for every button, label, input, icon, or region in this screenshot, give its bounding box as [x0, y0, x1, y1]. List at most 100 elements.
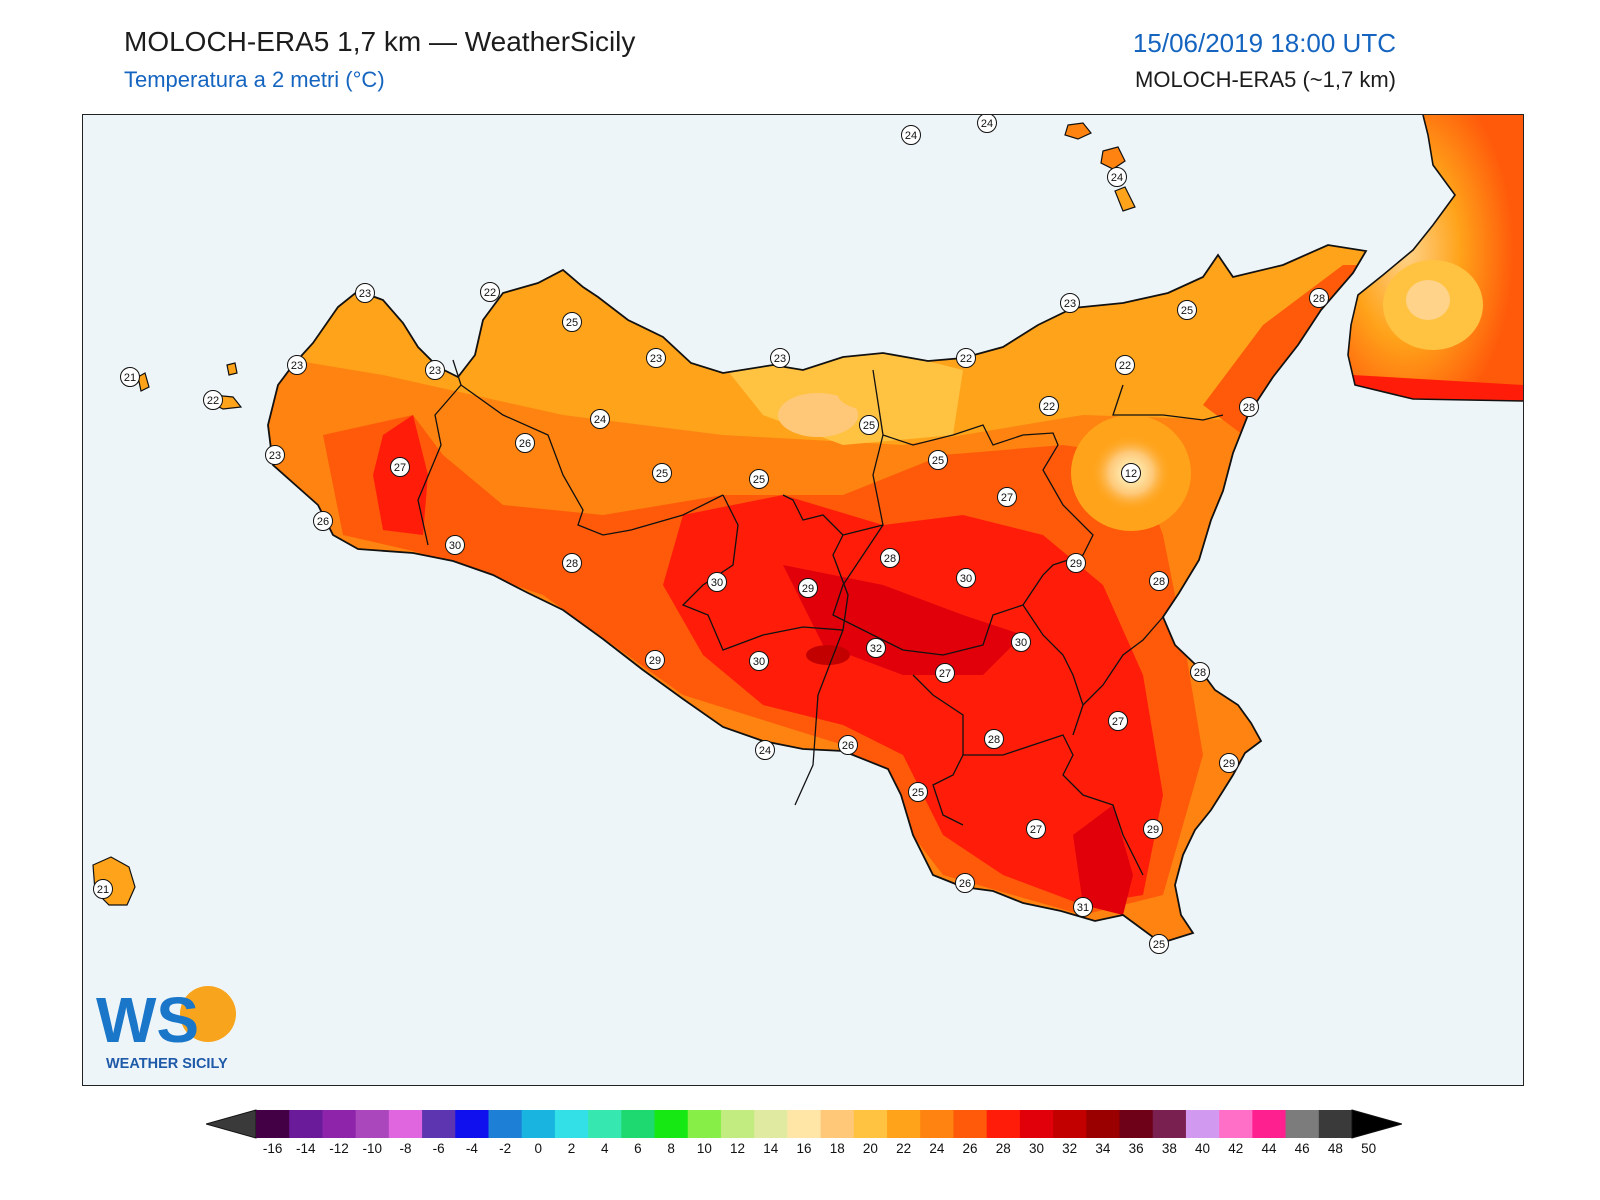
- station-marker-circle: [901, 125, 921, 145]
- colorbar-swatch: [1219, 1110, 1253, 1138]
- station-marker-cefalu: 23: [770, 348, 790, 368]
- colorbar-tick-label: 18: [829, 1141, 845, 1156]
- colorbar-tick-label: 30: [1028, 1141, 1044, 1156]
- station-marker-circle: [956, 568, 976, 588]
- colorbar-tick-label: -10: [362, 1141, 382, 1156]
- station-value: 24: [594, 414, 606, 426]
- station-marker-caltagirone: 27: [935, 663, 955, 683]
- colorbar: [206, 1108, 1402, 1140]
- station-marker-circle: [956, 348, 976, 368]
- colorbar-tick-label: 14: [763, 1141, 779, 1156]
- station-marker-etna: 12: [1121, 463, 1141, 483]
- colorbar-tick-label: 42: [1228, 1141, 1244, 1156]
- station-value: 27: [1112, 716, 1124, 728]
- colorbar-swatch: [322, 1110, 357, 1138]
- colorbar-tick-label: -4: [465, 1141, 478, 1156]
- station-value: 24: [981, 118, 993, 130]
- colorbar-swatch: [388, 1110, 423, 1138]
- colorbar-swatch: [1152, 1110, 1187, 1138]
- colorbar-tick-label: 20: [862, 1141, 878, 1156]
- colorbar-tick-label: 34: [1095, 1141, 1111, 1156]
- colorbar-swatch: [953, 1110, 988, 1138]
- station-value: 23: [774, 353, 786, 365]
- station-marker-messina: 28: [1309, 288, 1329, 308]
- colorbar-swatch: [1318, 1110, 1353, 1138]
- station-marker-paterno: 29: [1066, 553, 1086, 573]
- station-marker-capo-san-vito: 23: [355, 283, 375, 303]
- colorbar-swatch: [621, 1110, 656, 1138]
- colorbar-swatch: [654, 1110, 689, 1138]
- colorbar-swatch: [1119, 1110, 1154, 1138]
- station-value: 23: [291, 360, 303, 372]
- colorbar-labels: -16 -14 -12 -10 -8 -6 -4 -2 0 2 4 6 8 10 12 14 16 18 20 22 2…: [206, 1141, 1402, 1161]
- station-value: 27: [1030, 824, 1042, 836]
- station-marker-circle: [908, 782, 928, 802]
- station-marker-circle: [798, 578, 818, 598]
- station-marker-circle: [1219, 753, 1239, 773]
- station-value: 28: [884, 553, 896, 565]
- colorbar-swatch: [1053, 1110, 1087, 1138]
- station-marker-enna: 27: [997, 487, 1017, 507]
- colorbar-tick-label: 40: [1195, 1141, 1211, 1156]
- eolie-island-c: [1114, 186, 1136, 212]
- station-marker-ispica: 31: [1073, 897, 1093, 917]
- station-marker-circle: [445, 535, 465, 555]
- station-value: 23: [650, 353, 662, 365]
- station-marker-circle: [645, 650, 665, 670]
- station-marker-taormina: 28: [1239, 397, 1259, 417]
- station-marker-circle: [1108, 711, 1128, 731]
- station-marker-circle: [1177, 300, 1197, 320]
- station-marker-circle: [313, 511, 333, 531]
- station-marker-augusta: 29: [1219, 753, 1239, 773]
- station-value: 22: [484, 287, 496, 299]
- station-value: 25: [912, 787, 924, 799]
- station-value: 25: [863, 420, 875, 432]
- station-value: 29: [1147, 824, 1159, 836]
- colorbar-swatch: [1185, 1110, 1220, 1138]
- station-marker-circle: [203, 390, 223, 410]
- station-marker-circle: [977, 115, 997, 133]
- station-value: 30: [711, 577, 723, 589]
- station-marker-north-island-1: 24: [901, 125, 921, 145]
- station-marker-caltanissetta-west: 30: [707, 572, 727, 592]
- logo-text: WEATHER SICILY: [106, 1056, 228, 1072]
- colorbar-swatch: [1086, 1110, 1121, 1138]
- logo-letters: WS: [96, 984, 199, 1056]
- station-marker-egadi-levanzo: 22: [203, 390, 223, 410]
- station-value: 25: [1181, 305, 1193, 317]
- station-value: 29: [1070, 558, 1082, 570]
- station-value: 21: [97, 884, 109, 896]
- station-marker-piazza: 28: [880, 548, 900, 568]
- temperature-map: 24 24 24 21 22 21 23 23 23 23 26 27 30 22 25 26 24 23 23 25…: [82, 114, 1524, 1086]
- station-value: 29: [802, 583, 814, 595]
- station-marker-caltagirone-north: 30: [956, 568, 976, 588]
- station-marker-agrigento-inland: 29: [645, 650, 665, 670]
- station-value: 24: [759, 745, 771, 757]
- station-marker-circle: [1149, 571, 1169, 591]
- station-marker-circle: [355, 283, 375, 303]
- station-marker-circle: [1039, 396, 1059, 416]
- station-marker-circle: [390, 457, 410, 477]
- colorbar-swatch: [488, 1110, 523, 1138]
- station-marker-circle: [1066, 553, 1086, 573]
- station-marker-eolie-island: 24: [1107, 167, 1127, 187]
- station-marker-circle: [1073, 897, 1093, 917]
- colorbar-swatch: [687, 1110, 722, 1138]
- station-marker-circle: [770, 348, 790, 368]
- colorbar-tick-label: 44: [1261, 1141, 1277, 1156]
- station-marker-polizzi: 25: [652, 463, 672, 483]
- station-marker-circle: [1026, 819, 1046, 839]
- station-marker-circle: [859, 415, 879, 435]
- station-marker-north-island-2: 24: [977, 115, 997, 133]
- station-value: 28: [1313, 293, 1325, 305]
- colorbar-tick-label: 4: [600, 1141, 609, 1156]
- station-marker-circle: [880, 548, 900, 568]
- station-value: 23: [429, 365, 441, 377]
- station-marker-vittoria: 28: [984, 729, 1004, 749]
- colorbar-swatch: [920, 1110, 954, 1138]
- colorbar-tick-label: 12: [730, 1141, 746, 1156]
- colorbar-tick-label: 16: [796, 1141, 812, 1156]
- station-marker-circle: [562, 312, 582, 332]
- colorbar-tick-label: 36: [1128, 1141, 1144, 1156]
- station-marker-circle: [935, 663, 955, 683]
